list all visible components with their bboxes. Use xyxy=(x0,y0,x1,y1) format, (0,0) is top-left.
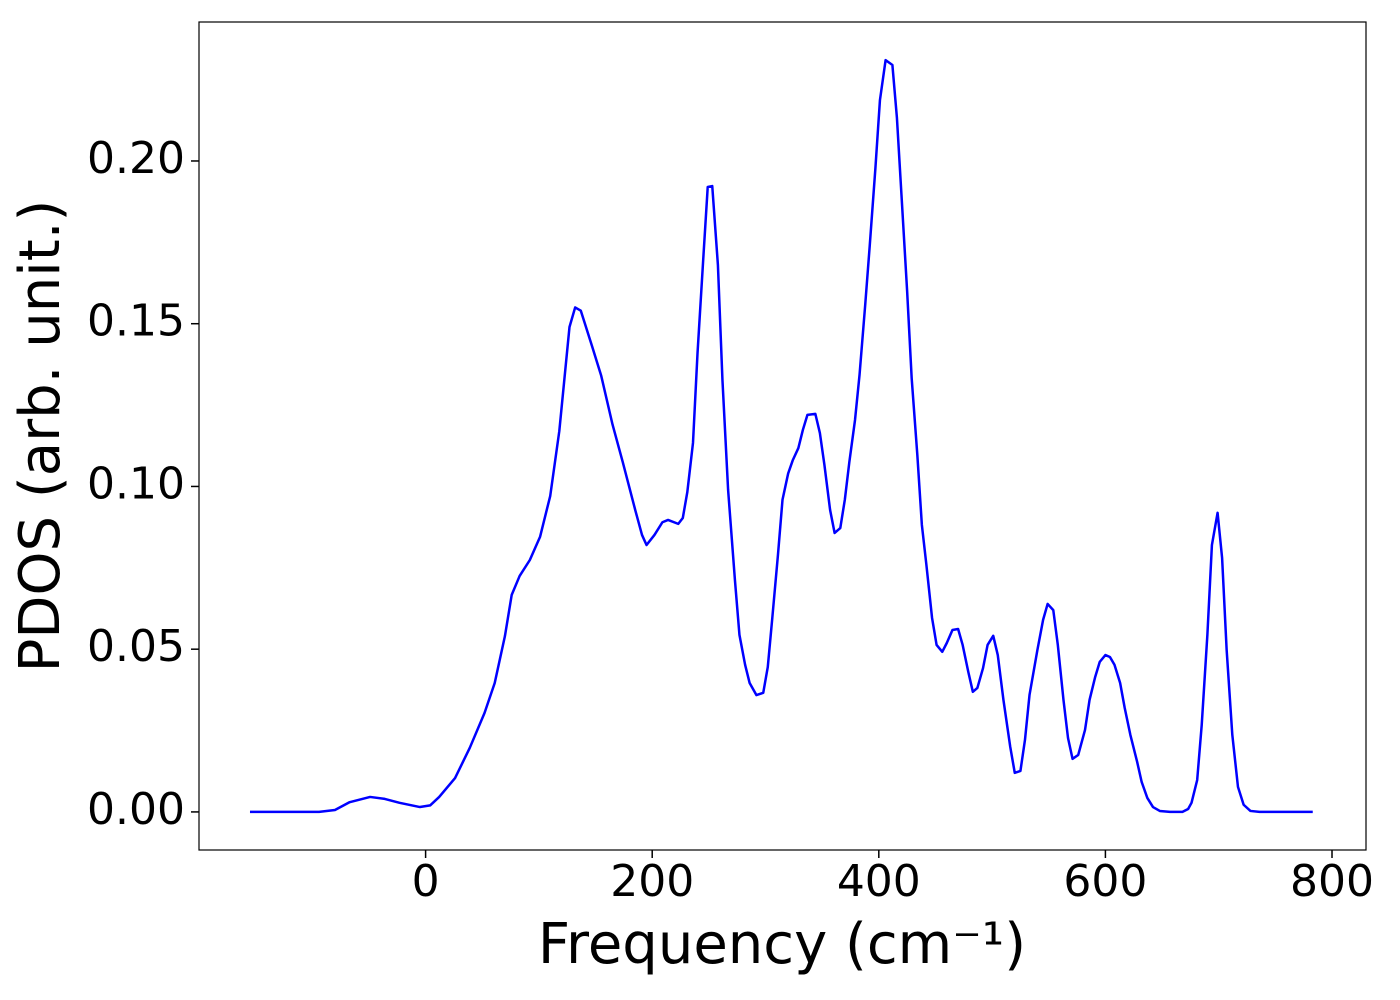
x-tick-label: 800 xyxy=(1290,856,1374,907)
y-tick-label: 0.00 xyxy=(87,784,185,835)
y-tick-label: 0.20 xyxy=(87,133,185,184)
y-tick-label: 0.15 xyxy=(87,296,185,347)
x-tick-label: 400 xyxy=(837,856,921,907)
y-tick-label: 0.10 xyxy=(87,458,185,509)
data-line xyxy=(249,58,1313,814)
y-axis-label: PDOS (arb. unit.) xyxy=(8,200,73,673)
plot-frame xyxy=(198,21,1367,851)
x-tick-label: 600 xyxy=(1063,856,1147,907)
x-tick-label: 200 xyxy=(610,856,694,907)
x-axis-label: Frequency (cm⁻¹) xyxy=(538,912,1026,977)
y-tick-label: 0.05 xyxy=(87,621,185,672)
x-tick-label: 0 xyxy=(412,856,440,907)
